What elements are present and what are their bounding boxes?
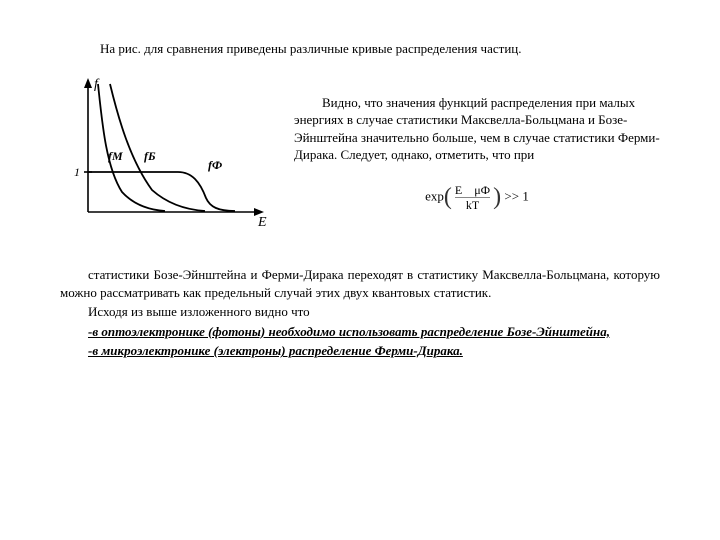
eq-prefix: exp [425,188,444,203]
eq-suffix: >> 1 [504,188,528,203]
intro-text: На рис. для сравнения приведены различны… [60,40,660,58]
distribution-svg: 1 f E fМ fБ fФ [60,72,270,232]
bullet-microelectronics: -в микроэлектронике (электроны) распреде… [60,342,660,360]
axis-x-label: E [257,215,267,230]
bullet-optoelectronics: -в оптоэлектронике (фотоны) необходимо и… [60,323,660,341]
label-fphi: fФ [208,158,222,172]
label-fb: fБ [144,149,156,163]
inequality-equation: exp(E μФkT) >> 1 [294,184,660,211]
label-fm: fМ [108,149,123,163]
eq-numerator: E μФ [455,184,490,197]
right-paragraph: Видно, что значения функций распределени… [294,94,660,164]
tick-1: 1 [74,165,80,179]
eq-denominator: kT [455,197,490,211]
distribution-figure: 1 f E fМ fБ fФ [60,72,270,237]
follow-line: Исходя из выше изложенного видно что [60,303,660,321]
continuation-paragraph: статистики Бозе-Эйнштейна и Ферми-Дирака… [60,266,660,301]
